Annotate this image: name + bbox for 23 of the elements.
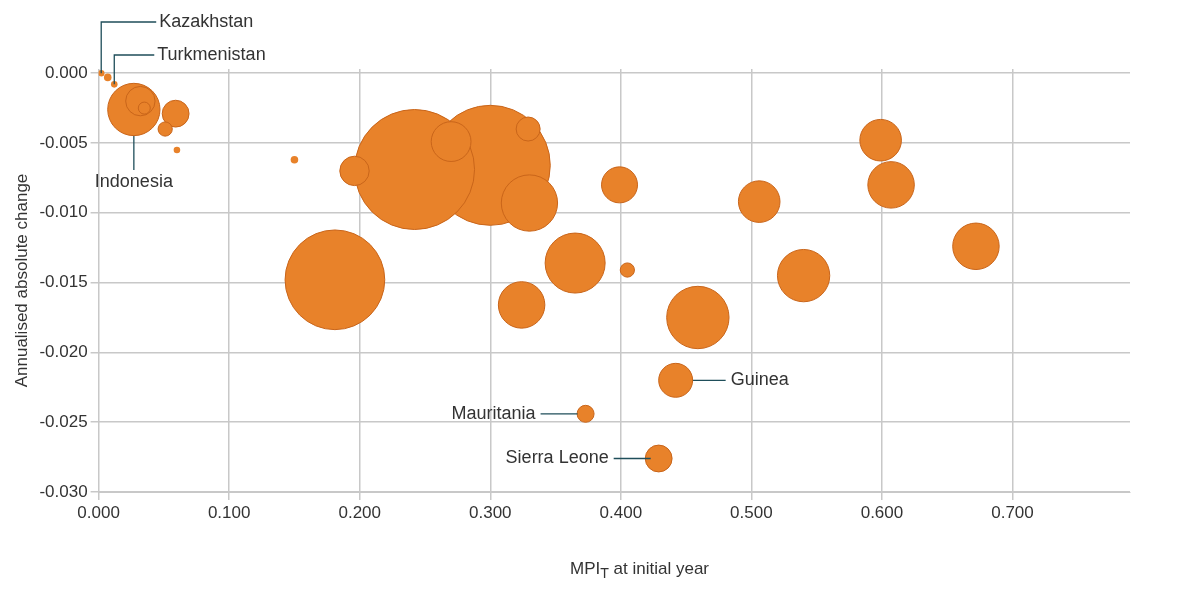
y-tick-label: -0.025 [39,411,88,431]
annotation: Indonesia [94,170,174,191]
x-tick-label: 0.400 [599,502,643,522]
x-tick-label: 0.700 [991,502,1034,522]
y-tick-label: -0.015 [39,272,88,292]
y-tick-label: -0.010 [39,202,88,222]
annotation: Guinea [730,369,790,390]
x-tick-label: 0.000 [77,502,120,522]
x-axis-title: MPI$_{T}$ at initial year [568,559,711,582]
annotation: Mauritania [451,402,537,423]
annotation: Turkmenistan [157,43,266,64]
x-tick-label: 0.500 [730,502,773,522]
annotation: Sierra Leone [505,447,609,468]
y-tick-label: 0.000 [45,62,88,82]
y-axis-title: Annualised absolute change [11,173,31,388]
y-tick-label: -0.030 [39,481,88,501]
y-tick-label: -0.005 [39,132,88,152]
x-tick-label: 0.200 [338,502,381,522]
x-tick-label: 0.300 [469,502,512,522]
x-tick-label: 0.600 [860,502,904,522]
y-tick-label: -0.020 [39,342,88,362]
x-tick-label: 0.100 [207,502,251,522]
annotation: Kazakhstan [159,10,254,31]
